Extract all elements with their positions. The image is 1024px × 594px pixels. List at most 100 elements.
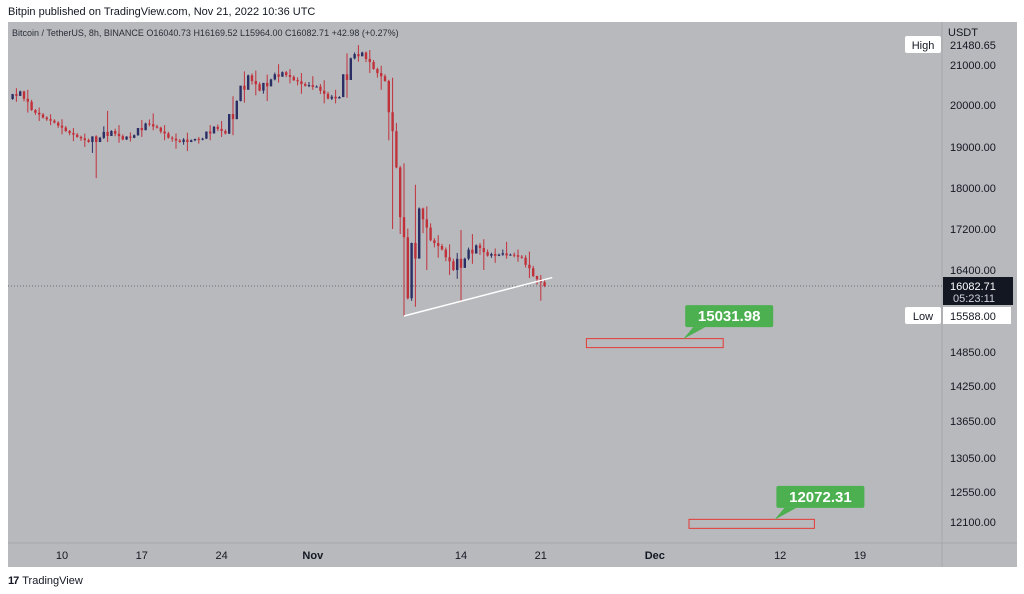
candle-body xyxy=(190,140,193,143)
y-tick-label: 16400.00 xyxy=(950,265,996,277)
candle-body xyxy=(239,85,242,101)
target-label: 15031.98 xyxy=(698,308,761,325)
candle-body xyxy=(311,85,314,87)
candle-body xyxy=(83,138,86,141)
candle-body xyxy=(478,245,482,249)
candle-body xyxy=(174,138,178,141)
candle-body xyxy=(258,84,261,91)
candle-body xyxy=(513,254,516,256)
candle-body xyxy=(30,101,33,111)
candle-body xyxy=(114,131,117,134)
candle-body xyxy=(543,282,546,286)
candle-body xyxy=(167,133,170,138)
x-tick-label: Dec xyxy=(645,550,665,562)
candle-body xyxy=(125,136,128,140)
y-tick-label: 17200.00 xyxy=(950,224,996,236)
candle-body xyxy=(326,93,330,99)
candle-body xyxy=(456,258,459,270)
candle-body xyxy=(334,96,337,99)
candle-body xyxy=(399,167,402,218)
candle-body xyxy=(243,85,246,90)
candle-body xyxy=(353,54,356,59)
candle-body xyxy=(34,110,37,113)
candle-body xyxy=(368,58,371,63)
candle-body xyxy=(106,131,109,136)
candle-body xyxy=(98,137,102,143)
candle-body xyxy=(95,136,98,143)
candle-body xyxy=(216,126,219,129)
candle-body xyxy=(212,126,216,134)
candle-body xyxy=(110,131,113,136)
candle-body xyxy=(262,82,265,91)
candle-body xyxy=(26,98,29,102)
candle-body xyxy=(281,72,284,77)
y-tick-label: 21000.00 xyxy=(950,60,996,72)
candle-body xyxy=(220,128,223,131)
candle-body xyxy=(338,97,341,99)
candle-body xyxy=(459,258,463,268)
y-tick-label: 20000.00 xyxy=(950,100,996,112)
current-price-value: 16082.71 xyxy=(950,281,996,293)
footer: 17 TradingView xyxy=(8,575,83,587)
candle-body xyxy=(380,73,383,77)
candle-body xyxy=(144,123,147,131)
candle-body xyxy=(524,257,527,265)
candle-body xyxy=(254,81,257,85)
candle-body xyxy=(509,254,512,256)
candle-body xyxy=(516,255,520,257)
candle-body xyxy=(87,140,90,142)
candle-body xyxy=(250,75,254,82)
candle-body xyxy=(76,134,79,137)
candle-body xyxy=(429,227,432,241)
candle-body xyxy=(209,131,212,134)
candle-body xyxy=(178,140,181,142)
candle-body xyxy=(129,136,132,138)
symbol-line-part-3: L15964.00 xyxy=(240,28,285,38)
symbol-line-part-1: O16040.73 xyxy=(146,28,193,38)
candle-body xyxy=(117,133,121,137)
footer-brand[interactable]: TradingView xyxy=(22,575,83,587)
symbol-line-part-2: H16169.52 xyxy=(193,28,240,38)
candle-body xyxy=(497,254,501,256)
candle-body xyxy=(418,208,421,259)
current-price-tag xyxy=(943,277,1013,305)
target-label-pointer xyxy=(774,507,797,520)
candle-body xyxy=(228,114,231,134)
candle-body xyxy=(482,248,485,253)
candle-body xyxy=(319,86,322,91)
candlestick-chart[interactable]: Bitcoin / TetherUS, 8h, BINANCE O16040.7… xyxy=(8,22,1017,567)
candle-body xyxy=(425,219,428,228)
target-label-bg xyxy=(685,305,774,328)
x-tick-label: 10 xyxy=(56,550,68,562)
candle-body xyxy=(296,80,299,82)
chart-area[interactable]: Bitcoin / TetherUS, 8h, BINANCE O16040.7… xyxy=(8,22,1017,567)
x-tick-label: 21 xyxy=(535,550,547,562)
candle-body xyxy=(330,96,333,99)
candle-body xyxy=(323,90,326,94)
candle-body xyxy=(383,76,387,81)
candle-body xyxy=(201,138,204,140)
candle-body xyxy=(433,240,436,244)
candle-body xyxy=(315,86,318,88)
candle-body xyxy=(159,127,162,132)
high-marker-bg xyxy=(905,36,941,53)
candle-body xyxy=(372,62,375,69)
x-tick-label: 24 xyxy=(215,550,227,562)
candle-body xyxy=(406,237,409,299)
candle-body xyxy=(304,84,307,86)
target-label-bg xyxy=(776,485,865,508)
candle-body xyxy=(22,91,26,99)
candle-body xyxy=(349,58,352,80)
price-axis-currency: USDT xyxy=(948,27,978,39)
candle-body xyxy=(15,94,18,96)
candle-body xyxy=(11,94,14,99)
candle-body xyxy=(402,217,406,238)
candle-body xyxy=(414,242,417,259)
candle-body xyxy=(440,246,444,250)
candle-body xyxy=(231,114,235,120)
candle-body xyxy=(494,253,497,256)
low-marker-bg xyxy=(905,307,941,324)
candle-body xyxy=(475,245,478,254)
candle-body xyxy=(364,52,368,59)
candle-body xyxy=(486,252,489,256)
